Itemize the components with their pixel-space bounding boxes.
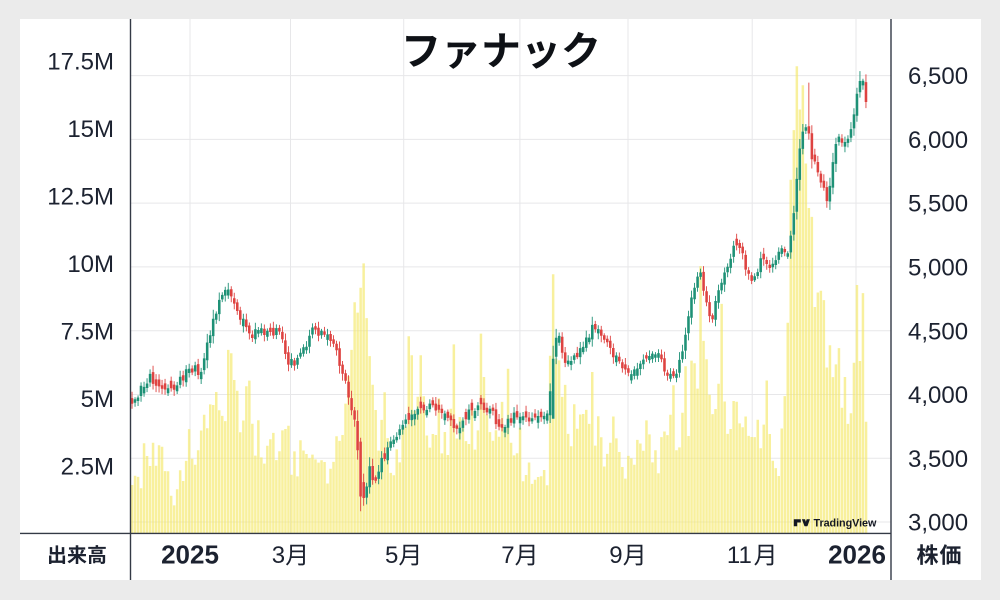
svg-text:3,500: 3,500 [908,446,968,473]
svg-text:3: 3 [272,542,285,569]
svg-text:5,000: 5,000 [908,255,968,282]
svg-text:17.5M: 17.5M [47,49,114,76]
svg-text:4,000: 4,000 [908,382,968,409]
svg-text:9: 9 [609,542,622,569]
svg-text:3,000: 3,000 [908,510,968,537]
svg-text:10M: 10M [67,251,114,278]
svg-text:5,500: 5,500 [908,191,968,218]
svg-text:2025: 2025 [161,540,219,570]
svg-text:2026: 2026 [828,540,886,570]
svg-text:5M: 5M [81,386,114,413]
svg-text:12.5M: 12.5M [47,184,114,211]
svg-text:11: 11 [727,542,752,569]
svg-text:6,500: 6,500 [908,63,968,90]
svg-text:5: 5 [385,542,398,569]
svg-text:7: 7 [501,542,514,569]
svg-text:6,000: 6,000 [908,127,968,154]
svg-text:TradingView: TradingView [814,517,878,529]
svg-text:4,500: 4,500 [908,318,968,345]
svg-text:7.5M: 7.5M [61,319,114,346]
svg-text:15M: 15M [67,116,114,143]
svg-text:2.5M: 2.5M [61,454,114,481]
